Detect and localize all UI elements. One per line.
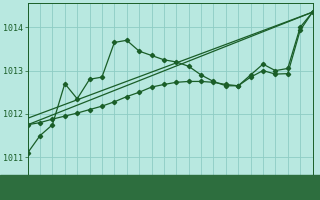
X-axis label: Graphe pression niveau de la mer (hPa): Graphe pression niveau de la mer (hPa)	[68, 188, 272, 197]
